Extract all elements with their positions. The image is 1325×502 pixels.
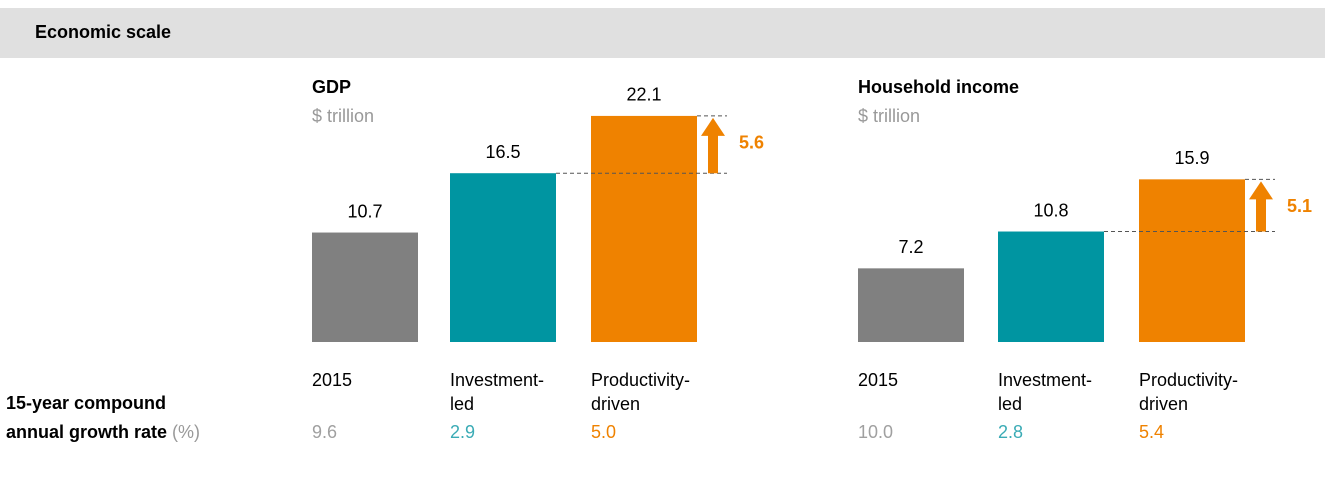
value-label: 7.2 [898, 237, 923, 257]
growth-rate: 9.6 [312, 422, 337, 442]
growth-label-line: 15-year compound [6, 393, 166, 413]
chart-subtitle: $ trillion [858, 106, 920, 126]
growth-label: 15-year compound annual growth rate [6, 393, 167, 442]
category-label-box: Investment-led [450, 370, 545, 414]
bar [1139, 179, 1245, 342]
bar [998, 231, 1104, 342]
category-label: Investment-led [998, 370, 1093, 414]
category-label-box: Productivity-driven [1139, 370, 1239, 414]
growth-rate: 2.8 [998, 422, 1023, 442]
header: Economic scale [35, 22, 171, 42]
category-label: 2015 [312, 370, 353, 390]
category-label: Investment-led [450, 370, 545, 414]
chart-title: GDP [312, 77, 351, 97]
growth-rate: 2.9 [450, 422, 475, 442]
bar [312, 232, 418, 342]
bar [858, 268, 964, 342]
growth-label-line: annual growth rate [6, 422, 167, 442]
difference-arrow [701, 117, 725, 174]
value-label: 10.7 [347, 201, 382, 221]
growth-rate: 10.0 [858, 422, 893, 442]
difference-label: 5.6 [739, 133, 764, 153]
value-label: 10.8 [1033, 200, 1068, 220]
growth-rate: 5.0 [591, 422, 616, 442]
category-label: Productivity-driven [591, 370, 691, 414]
growth-unit: (%) [172, 422, 200, 442]
difference-arrow [1249, 181, 1273, 232]
bar [450, 173, 556, 342]
header-band [0, 8, 1325, 58]
value-label: 15.9 [1174, 148, 1209, 168]
category-label: Productivity-driven [1139, 370, 1239, 414]
category-label: 2015 [858, 370, 899, 390]
chart-title: Household income [858, 77, 1019, 97]
category-label-box: Investment-led [998, 370, 1093, 414]
bar [591, 115, 697, 343]
difference-label: 5.1 [1287, 196, 1312, 216]
category-label-box: Productivity-driven [591, 370, 691, 414]
category-label-box: 2015 [312, 370, 353, 390]
growth-rate: 5.4 [1139, 422, 1164, 442]
value-label: 22.1 [626, 85, 661, 105]
value-label: 16.5 [485, 142, 520, 162]
chart-subtitle: $ trillion [312, 106, 374, 126]
category-label-box: 2015 [858, 370, 899, 390]
